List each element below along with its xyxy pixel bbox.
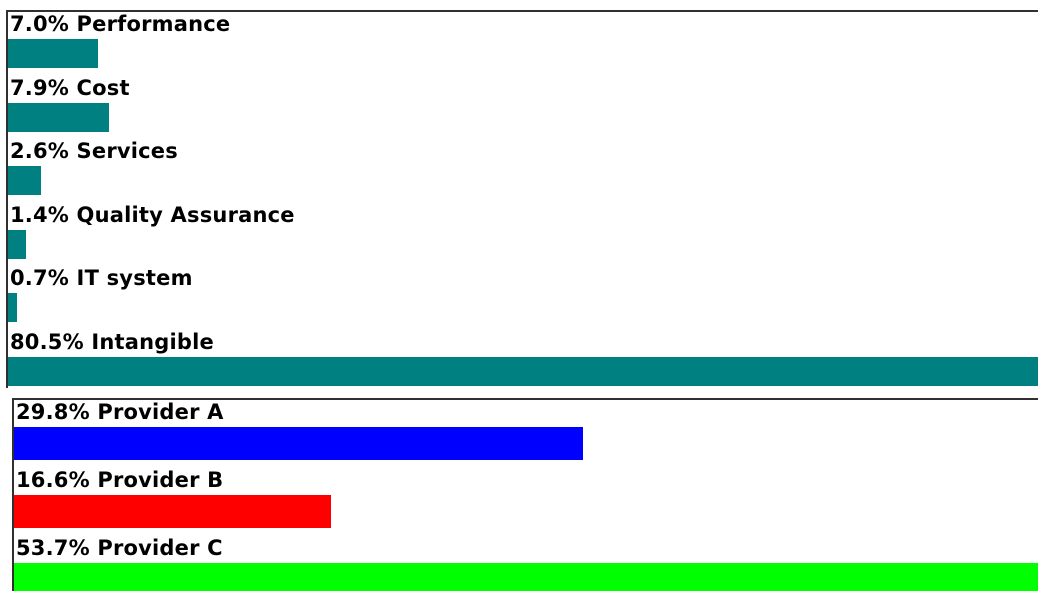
bar-label-it-system: 0.7% IT system	[10, 266, 193, 290]
bar-label-provider-a: 29.8% Provider A	[16, 400, 224, 424]
bar-intangible	[8, 356, 1038, 386]
bar-it-system	[8, 293, 17, 322]
bar-cost	[8, 102, 110, 132]
bar-label-quality-assurance: 1.4% Quality Assurance	[10, 202, 295, 227]
bar-label-intangible: 80.5% Intangible	[10, 329, 214, 354]
bar-provider-b	[14, 495, 332, 528]
bar-performance	[8, 39, 98, 68]
provider-scores-chart: 29.8% Provider A 16.6% Provider B 53.7% Pr…	[12, 398, 1038, 591]
criteria-weights-chart: 7.0% Performance 7.9% Cost 2.6% Services 1.…	[6, 10, 1038, 388]
bar-provider-a	[14, 427, 584, 460]
bar-label-provider-b: 16.6% Provider B	[16, 468, 224, 492]
bar-label-performance: 7.0% Performance	[10, 12, 231, 36]
bar-provider-c	[14, 563, 1038, 591]
bar-label-provider-c: 53.7% Provider C	[16, 536, 223, 560]
bar-quality-assurance	[8, 229, 26, 259]
bar-label-services: 2.6% Services	[10, 139, 178, 163]
bar-services	[8, 166, 42, 195]
bar-label-cost: 7.9% Cost	[10, 75, 130, 100]
